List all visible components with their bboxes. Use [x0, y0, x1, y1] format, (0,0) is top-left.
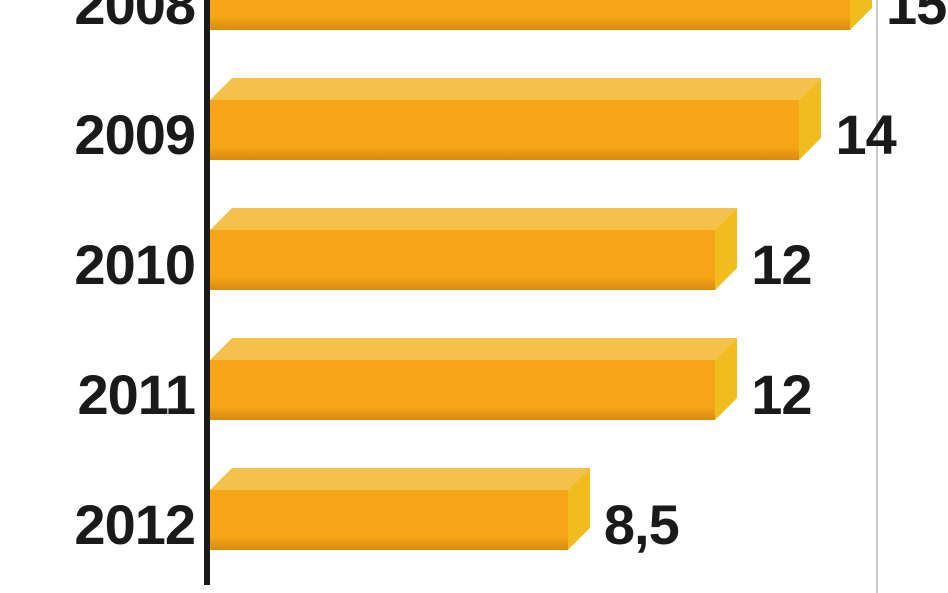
- chart-row: 2009 14: [0, 100, 948, 180]
- chart-row: 2011 12: [0, 360, 948, 440]
- bar: [210, 360, 715, 420]
- chart-row: 2008 15,2: [0, 0, 948, 50]
- year-label: 2008: [0, 0, 195, 37]
- bar: [210, 230, 715, 290]
- year-label: 2009: [0, 102, 195, 167]
- year-label: 2010: [0, 232, 195, 297]
- value-label: 12: [751, 232, 811, 297]
- bar: [210, 490, 568, 550]
- value-label: 15,2: [886, 0, 948, 37]
- year-label: 2012: [0, 492, 195, 557]
- bar-chart: 2008 15,2 2009 14 2010 12 2011 12 2012 8,5: [0, 0, 948, 593]
- bar: [210, 100, 799, 160]
- chart-row: 2012 8,5: [0, 490, 948, 570]
- value-label: 14: [835, 102, 895, 167]
- value-label: 8,5: [604, 492, 679, 557]
- year-label: 2011: [0, 362, 195, 427]
- chart-row: 2010 12: [0, 230, 948, 310]
- value-label: 12: [751, 362, 811, 427]
- bar: [210, 0, 850, 30]
